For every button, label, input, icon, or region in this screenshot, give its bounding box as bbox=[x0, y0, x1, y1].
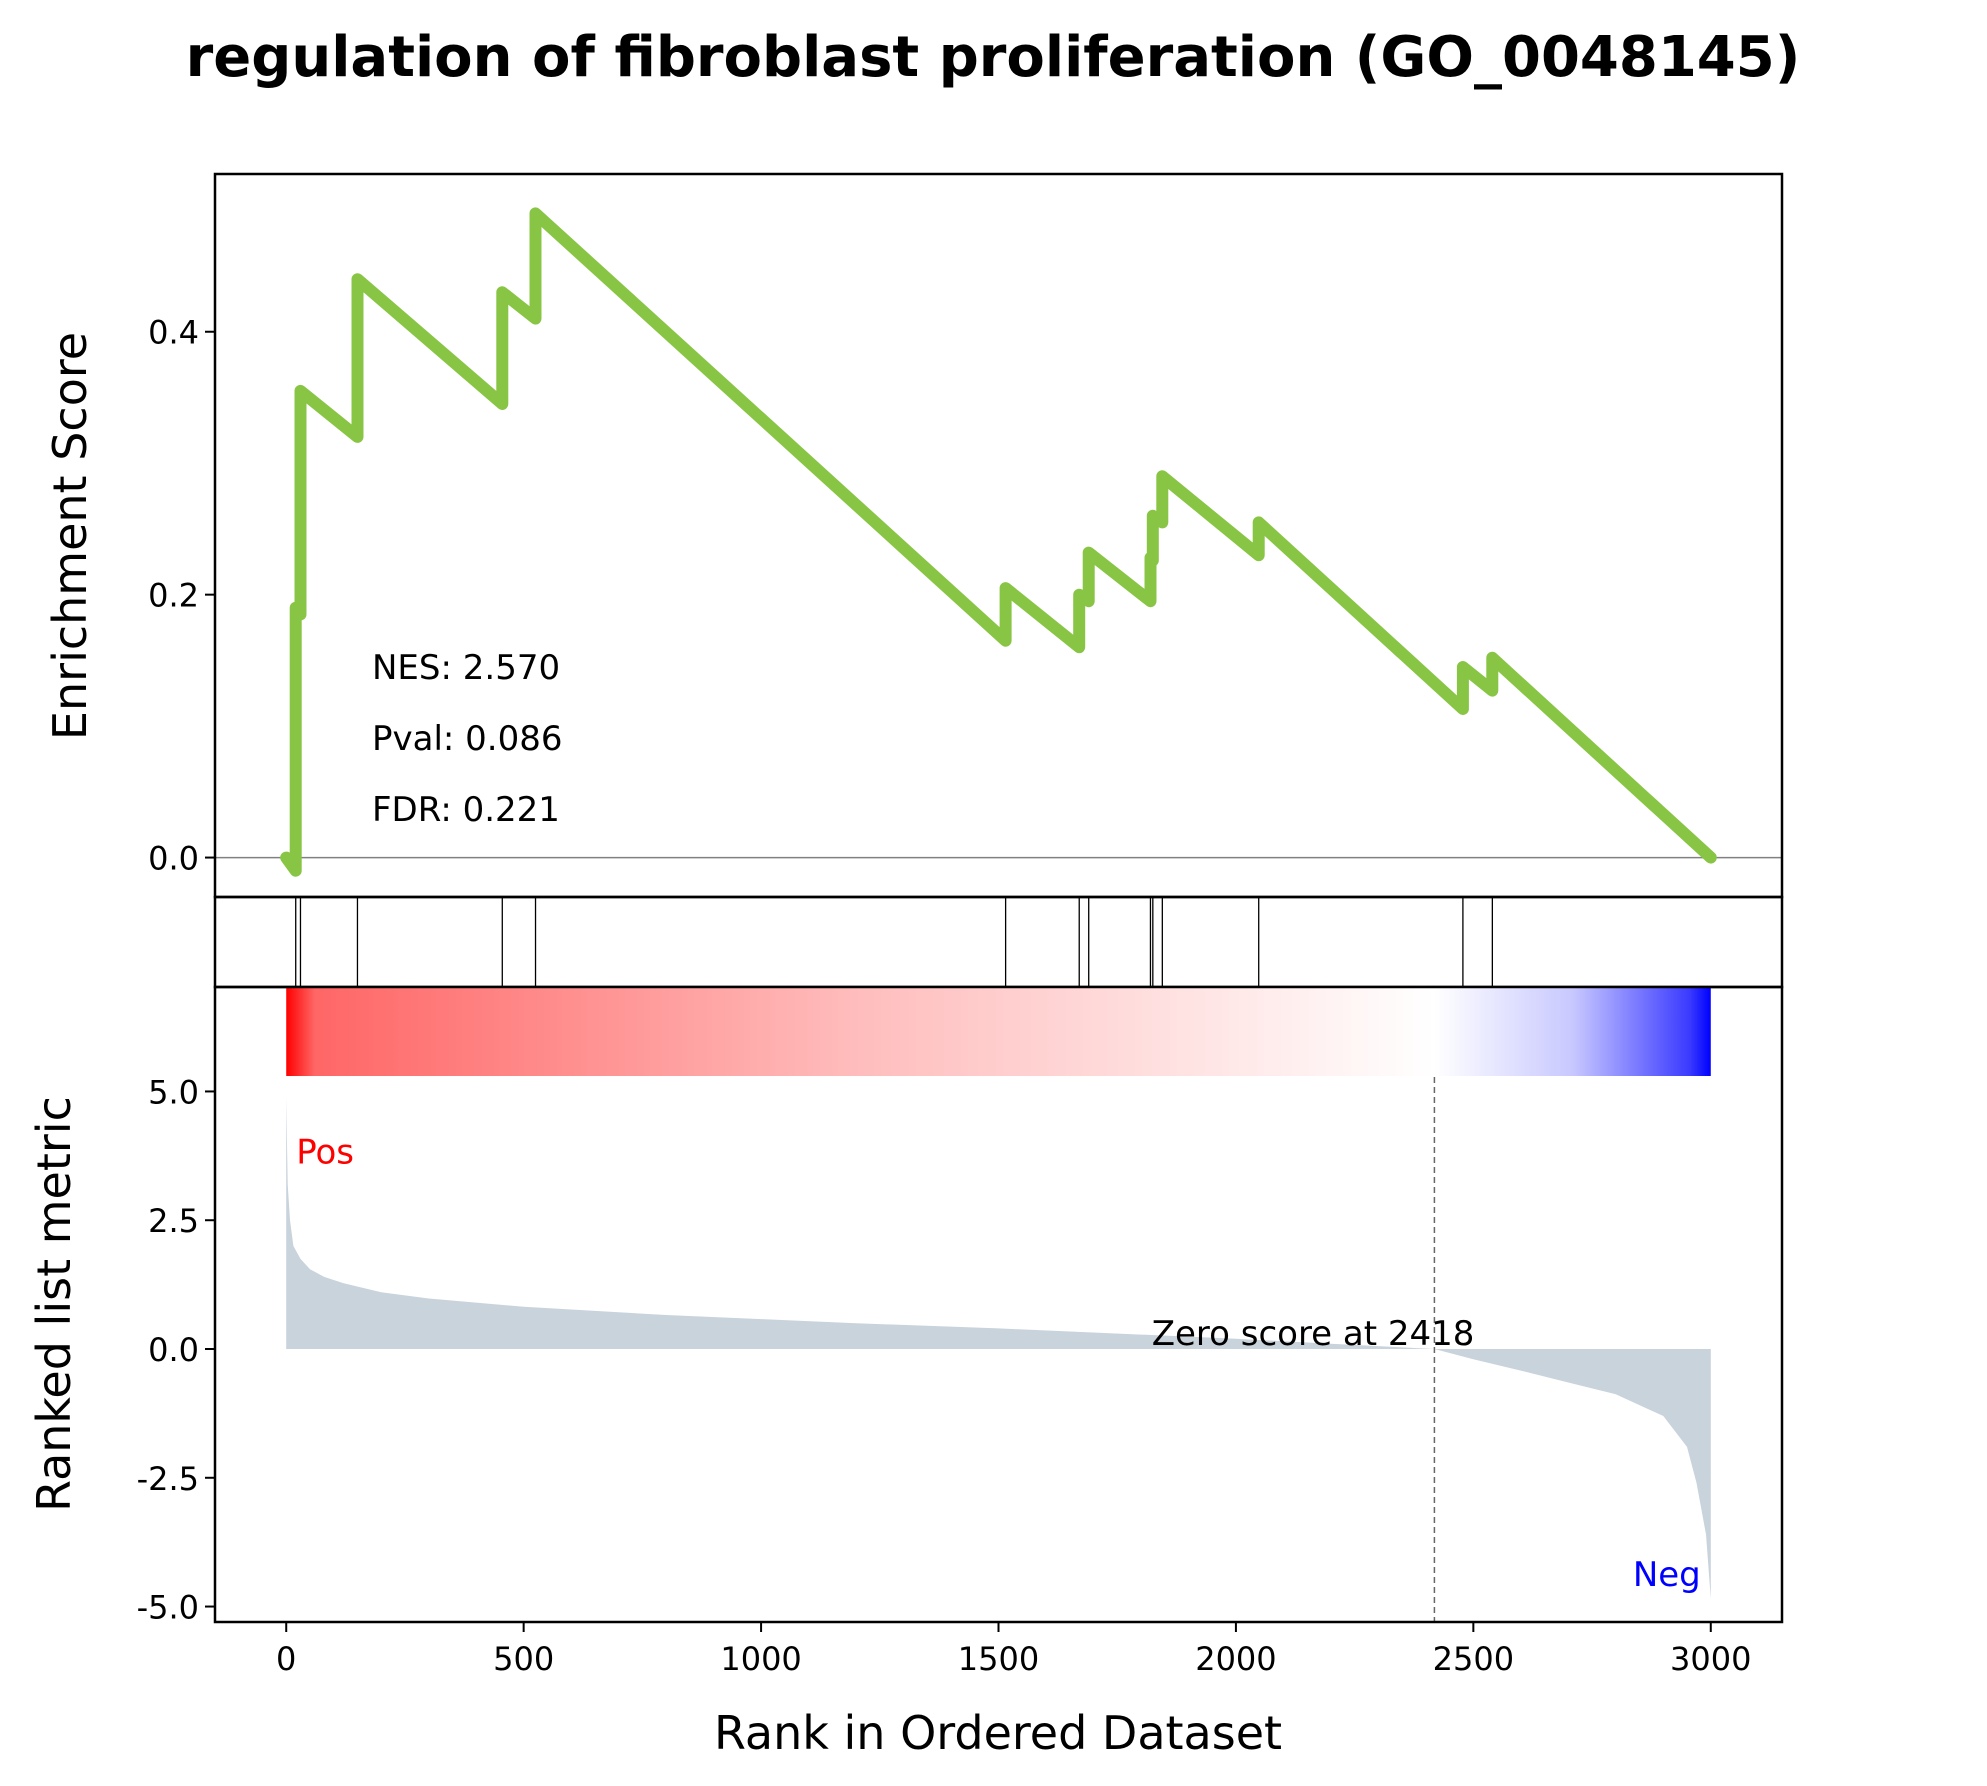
zero-score-label: Zero score at 2418 bbox=[1152, 1314, 1475, 1354]
x-tick-label: 2000 bbox=[1195, 1640, 1276, 1678]
nes-annotation: NES: 2.570 bbox=[372, 648, 560, 688]
hits-frame bbox=[213, 895, 1784, 989]
fdr-annotation: FDR: 0.221 bbox=[372, 790, 560, 830]
ranked-y-tick-label: 2.5 bbox=[148, 1202, 199, 1240]
enrichment-panel: 0.0 0.2 0.4 NES: 2.570 Pval: 0.086 FDR: 0.… bbox=[43, 172, 1784, 899]
ranked-y-tick-label: -2.5 bbox=[137, 1460, 199, 1498]
ranked-panel: Zero score at 2418 Pos Neg 5.0 2.5 0.0 -2.5… bbox=[27, 985, 1784, 1627]
x-axis-ticks: 0 500 1000 1500 2000 2500 3000 bbox=[276, 1622, 1751, 1678]
rank-color-strip bbox=[286, 988, 1711, 1076]
ranked-y-tick-label: 5.0 bbox=[148, 1073, 199, 1111]
enrichment-y-tick-label: 0.2 bbox=[148, 577, 199, 615]
hits-panel bbox=[213, 895, 1784, 989]
enrichment-y-tick-label: 0.0 bbox=[148, 840, 199, 878]
enrichment-y-ticks: 0.0 0.2 0.4 bbox=[148, 314, 215, 878]
x-tick-label: 3000 bbox=[1670, 1640, 1751, 1678]
x-tick-label: 500 bbox=[493, 1640, 554, 1678]
enrichment-y-tick-label: 0.4 bbox=[148, 314, 199, 352]
enrichment-frame bbox=[213, 172, 1784, 899]
ranked-y-label: Ranked list metric bbox=[27, 1096, 81, 1512]
enrichment-score-line bbox=[280, 207, 1717, 877]
pos-label: Pos bbox=[296, 1133, 354, 1173]
pval-annotation: Pval: 0.086 bbox=[372, 719, 563, 759]
x-tick-label: 2500 bbox=[1433, 1640, 1514, 1678]
ranked-metric-area bbox=[286, 1096, 1711, 1599]
ranked-y-ticks: 5.0 2.5 0.0 -2.5 -5.0 bbox=[137, 1073, 215, 1627]
ranked-y-tick-label: 0.0 bbox=[148, 1331, 199, 1369]
enrichment-y-label: Enrichment Score bbox=[43, 332, 97, 740]
x-tick-label: 1500 bbox=[958, 1640, 1039, 1678]
x-tick-label: 0 bbox=[276, 1640, 296, 1678]
hit-lines bbox=[295, 897, 1493, 987]
neg-label: Neg bbox=[1633, 1555, 1701, 1595]
chart-title: regulation of fibroblast proliferation (… bbox=[186, 25, 1801, 90]
x-axis-label: Rank in Ordered Dataset bbox=[714, 1706, 1282, 1760]
ranked-y-tick-label: -5.0 bbox=[137, 1589, 199, 1627]
x-tick-label: 1000 bbox=[720, 1640, 801, 1678]
